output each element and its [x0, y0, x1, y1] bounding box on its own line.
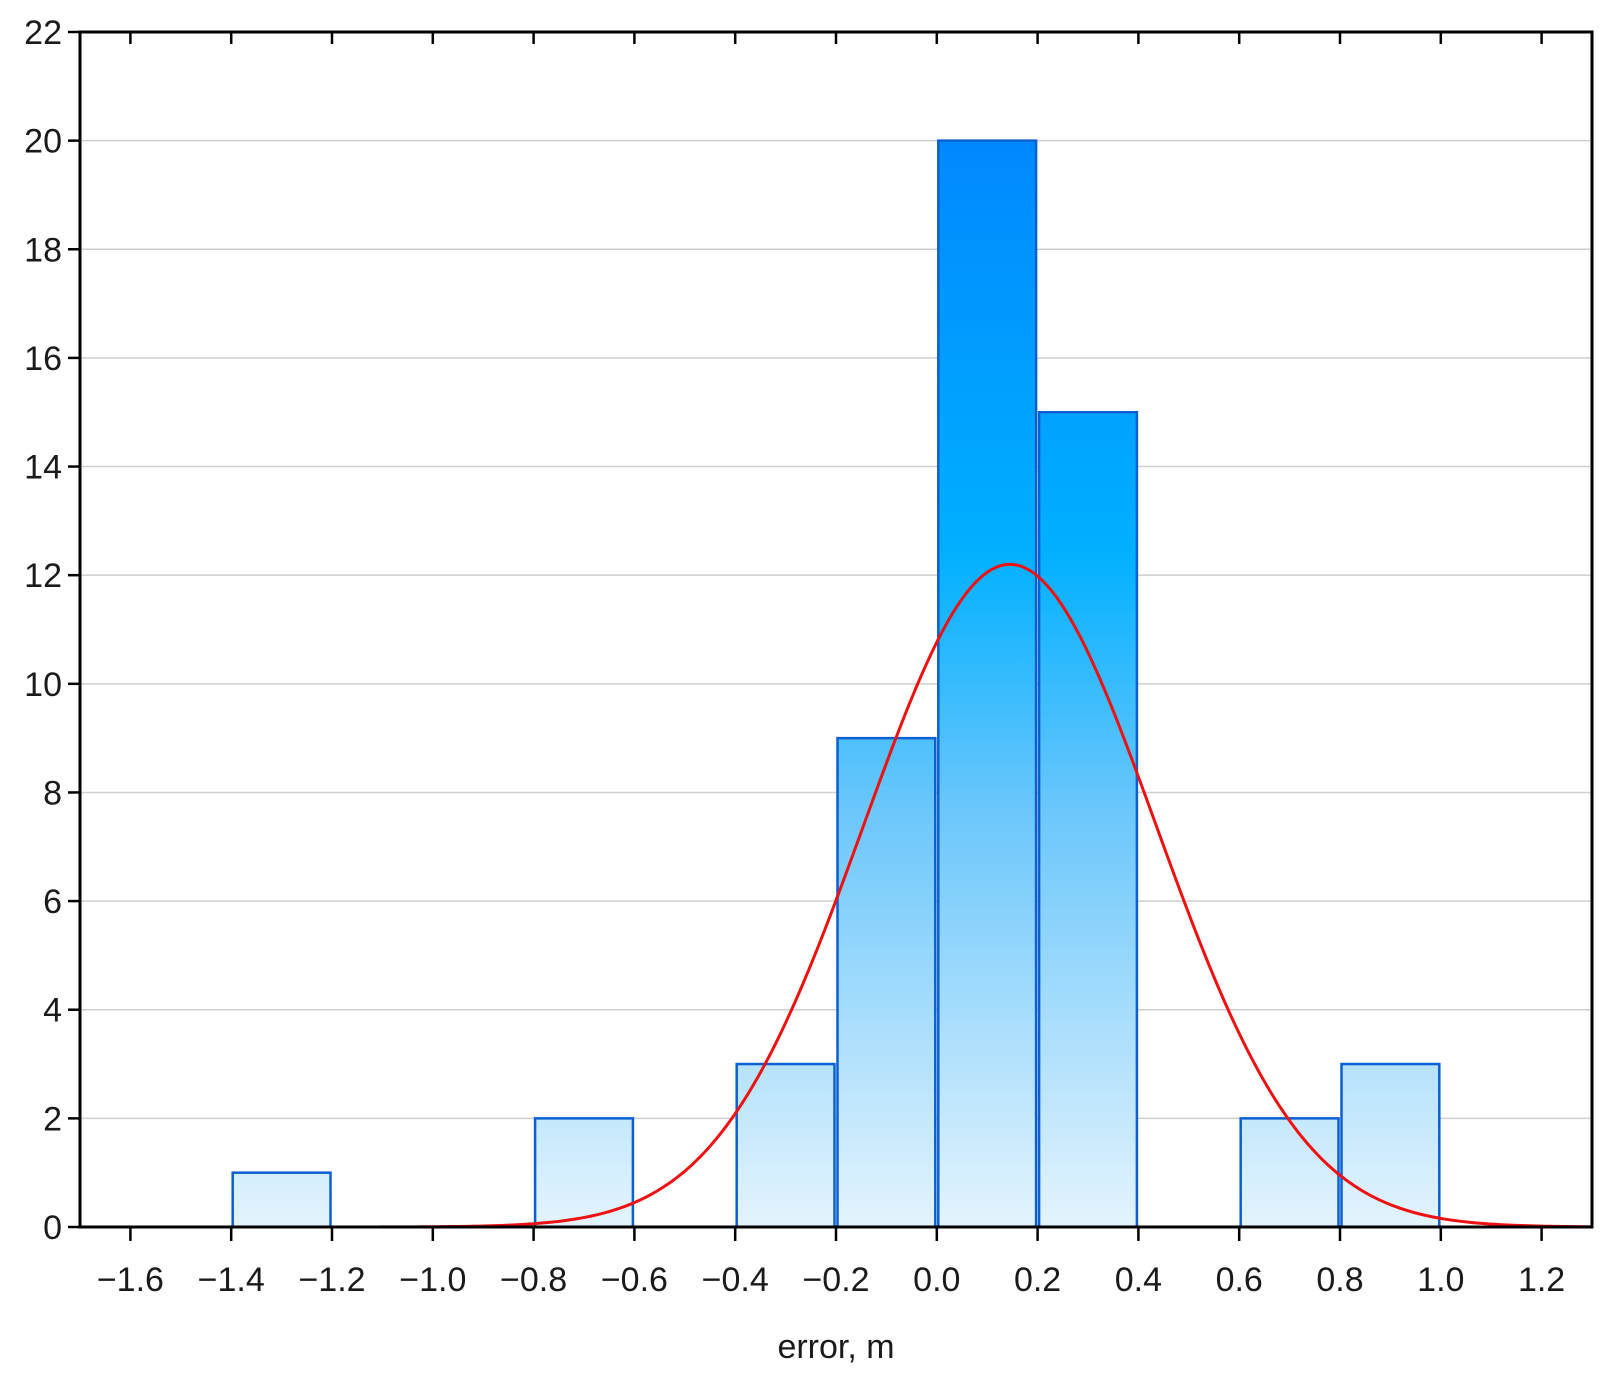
x-tick-label: 1.0 [1417, 1261, 1464, 1299]
histogram-bar [231, 1171, 332, 1229]
x-tick-label: −1.0 [399, 1261, 466, 1299]
y-tick-label: 20 [24, 123, 62, 161]
x-tick-label: −0.2 [802, 1261, 869, 1299]
grid-lines [80, 139, 1592, 1120]
y-tick-label: 4 [43, 992, 62, 1030]
histogram-bar [1340, 1062, 1441, 1229]
x-tick-label: −1.6 [97, 1261, 164, 1299]
histogram-bar [1037, 410, 1139, 1229]
y-tick-label: 22 [24, 14, 62, 52]
normal-fit-curve [342, 562, 1592, 1227]
y-tick-label: 2 [43, 1100, 62, 1138]
x-tick-label: 0.8 [1316, 1261, 1363, 1299]
histogram-bar [937, 139, 1038, 1229]
histogram-bar [1239, 1117, 1340, 1229]
x-tick-label: −1.4 [198, 1261, 265, 1299]
normal-curve-layer [342, 562, 1592, 1227]
x-tick-label: 0.2 [1014, 1261, 1061, 1299]
tick-labels: −1.6 −1.4 −1.2 −1.0 −0.8 −0.6 −0.4 −0.2 0.0 0.2 0.… [24, 14, 1565, 1299]
histogram-bar [533, 1117, 635, 1229]
y-tick-label: 6 [43, 883, 62, 921]
y-tick-label: 8 [43, 774, 62, 812]
y-tick-label: 16 [24, 340, 62, 378]
y-tick-label: 12 [24, 557, 62, 595]
y-tick-label: 14 [24, 449, 62, 487]
x-tick-label: 0.6 [1216, 1261, 1263, 1299]
axes [68, 30, 1594, 1241]
x-axis-title: error, m [777, 1328, 894, 1366]
y-tick-label: 10 [24, 666, 62, 704]
x-tick-label: −0.8 [500, 1261, 567, 1299]
x-tick-label: 0.0 [913, 1261, 960, 1299]
y-tick-label: 18 [24, 231, 62, 269]
x-tick-label: −1.2 [298, 1261, 365, 1299]
x-tick-label: −0.4 [702, 1261, 769, 1299]
histogram-bar [836, 736, 937, 1229]
plot-frame [78, 30, 1594, 1229]
x-tick-label: 1.2 [1518, 1261, 1565, 1299]
x-tick-label: −0.6 [601, 1261, 668, 1299]
x-tick-label: 0.4 [1115, 1261, 1162, 1299]
y-tick-label: 0 [43, 1209, 62, 1247]
